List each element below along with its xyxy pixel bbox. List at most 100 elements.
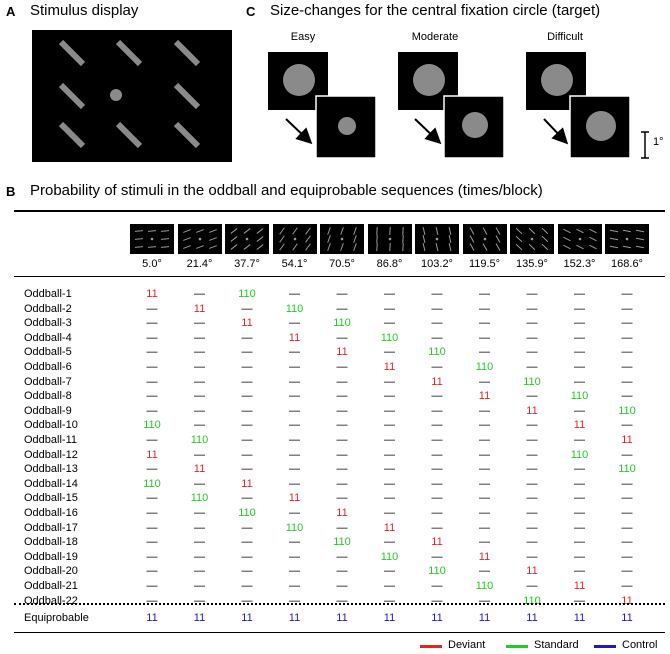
cell-empty: — <box>336 521 348 534</box>
cell-empty: — <box>526 463 538 476</box>
cell-deviant: 11 <box>431 536 443 549</box>
legend-label-control: Control <box>622 639 658 651</box>
difficult-pair <box>526 52 649 159</box>
cell-empty: — <box>431 507 443 519</box>
cell-empty: — <box>289 565 300 578</box>
table-header-rule <box>14 276 665 277</box>
cell-empty: — <box>526 580 538 592</box>
angle-label: 119.5° <box>468 258 501 270</box>
cell-deviant: 11 <box>621 594 633 607</box>
cell-empty: — <box>336 477 348 490</box>
cell-empty: — <box>194 550 205 563</box>
cell-empty: — <box>574 346 585 359</box>
cell-empty: — <box>574 536 585 549</box>
cell-standard: 110 <box>285 302 304 315</box>
cell-deviant: 11 <box>241 317 253 330</box>
cell-empty: — <box>146 302 158 315</box>
oriented-bars <box>58 39 201 149</box>
legend-label-deviant: Deviant <box>448 639 486 651</box>
cell-empty: — <box>289 507 300 519</box>
cell-empty: — <box>194 390 205 403</box>
cell-deviant: 11 <box>193 302 206 315</box>
cell-empty: — <box>241 536 253 549</box>
cell-empty: — <box>621 288 633 300</box>
cell-empty: — <box>621 477 633 490</box>
orientation-thumbnail <box>510 224 554 254</box>
cell-empty: — <box>574 492 585 505</box>
cell-empty: — <box>431 331 443 344</box>
angle-label: 5.0° <box>142 258 162 270</box>
angle-label: 103.2° <box>421 258 453 270</box>
cell-empty: — <box>621 302 633 315</box>
cell-empty: — <box>526 448 538 461</box>
cell-empty: — <box>384 594 395 607</box>
cell-empty: — <box>194 288 205 300</box>
cell-empty: — <box>574 594 585 607</box>
orientation-thumbnail <box>272 224 317 254</box>
cell-empty: — <box>194 404 205 417</box>
cell-empty: — <box>431 404 443 417</box>
cell-empty: — <box>336 594 348 607</box>
cell-empty: — <box>289 390 300 403</box>
cell-empty: — <box>621 419 633 432</box>
cell-empty: — <box>431 419 443 432</box>
orientation-thumbnail <box>415 224 459 254</box>
cell-empty: — <box>574 521 585 534</box>
cell-empty: — <box>146 463 158 476</box>
cell-empty: — <box>479 317 490 330</box>
row-label: Oddball-16 <box>24 507 78 519</box>
cell-empty: — <box>384 463 395 476</box>
cell-empty: — <box>574 434 585 446</box>
cell-empty: — <box>526 536 538 549</box>
cell-empty: — <box>526 331 538 344</box>
cell-empty: — <box>431 390 443 403</box>
cell-empty: — <box>289 361 300 373</box>
cell-empty: — <box>146 536 158 549</box>
cell-empty: — <box>621 521 633 534</box>
cell-standard: 110 <box>523 375 541 388</box>
cell-empty: — <box>526 317 538 330</box>
cell-empty: — <box>241 521 253 534</box>
panel-a-letter: A <box>6 4 16 19</box>
cell-empty: — <box>241 448 253 461</box>
cell-empty: — <box>431 580 443 592</box>
cell-deviant: 11 <box>573 580 586 592</box>
cell-empty: — <box>241 361 253 373</box>
angle-label: 152.3° <box>563 258 596 270</box>
cell-standard: 110 <box>190 434 209 446</box>
cell-standard: 110 <box>428 565 446 578</box>
cell-empty: — <box>289 375 300 388</box>
easy-pair <box>268 52 377 159</box>
cell-empty: — <box>194 346 205 359</box>
cell-empty: — <box>431 477 443 490</box>
orientation-thumbnail <box>177 224 222 254</box>
cell-empty: — <box>431 361 443 373</box>
cell-empty: — <box>336 550 348 563</box>
cell-empty: — <box>479 434 490 446</box>
cell-empty: — <box>526 550 538 563</box>
angle-label: 21.4° <box>186 258 213 270</box>
cell-standard: 110 <box>238 288 256 300</box>
cell-empty: — <box>384 477 395 490</box>
cell-standard: 110 <box>285 521 304 534</box>
cell-empty: — <box>574 317 585 330</box>
legend-swatch-control <box>594 645 616 648</box>
cell-empty: — <box>621 550 633 563</box>
row-label: Oddball-2 <box>24 302 72 315</box>
cell-empty: — <box>146 565 158 578</box>
cell-empty: — <box>621 375 633 388</box>
cell-empty: — <box>194 477 205 490</box>
cell-empty: — <box>241 594 253 607</box>
cell-empty: — <box>241 390 253 403</box>
cell-empty: — <box>526 521 538 534</box>
cell-empty: — <box>621 448 633 461</box>
cell-empty: — <box>526 477 538 490</box>
panel-c-scale-label: 1° <box>653 136 664 148</box>
legend-label-standard: Standard <box>534 639 579 651</box>
cell-empty: — <box>574 404 585 417</box>
cell-empty: — <box>526 434 538 446</box>
cell-empty: — <box>289 288 300 300</box>
cell-empty: — <box>384 536 395 549</box>
cell-empty: — <box>241 550 253 563</box>
cell-control: 11 <box>288 612 301 624</box>
